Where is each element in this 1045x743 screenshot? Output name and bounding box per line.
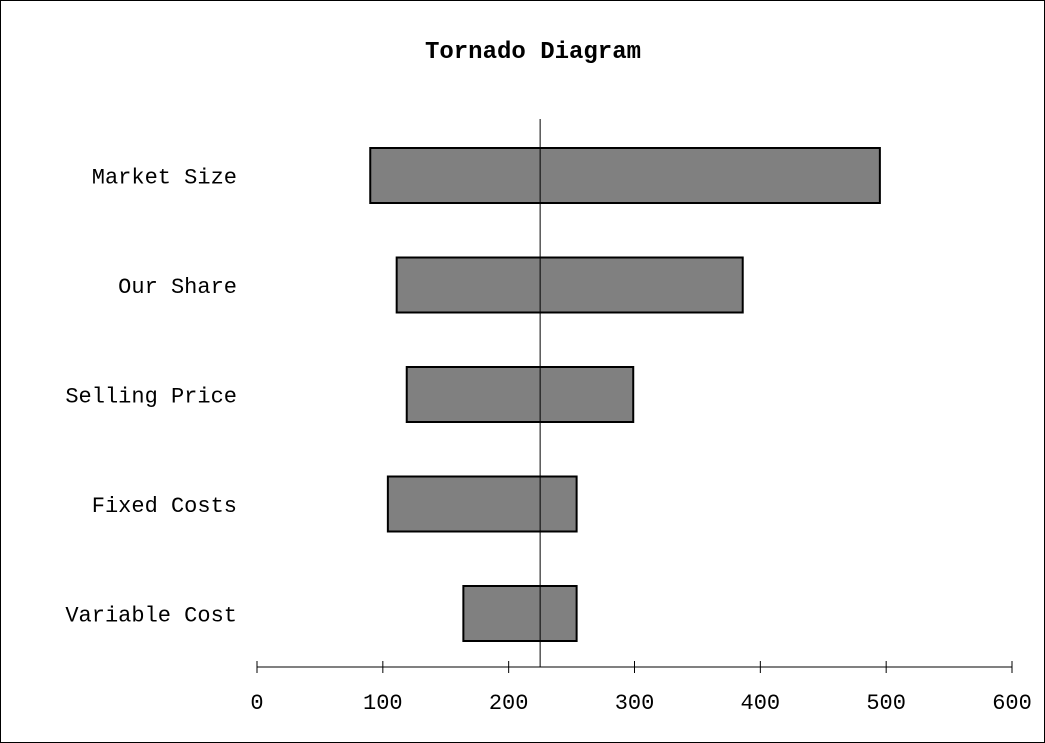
bar-market-size [369, 147, 881, 204]
bar-our-share [395, 256, 744, 314]
category-label: Our Share [118, 275, 237, 300]
category-label: Variable Cost [65, 604, 237, 629]
x-tick-label: 0 [250, 691, 263, 716]
bar-fixed-costs [386, 475, 578, 533]
x-tick-label: 600 [992, 691, 1032, 716]
category-label: Selling Price [65, 385, 237, 410]
category-labels: Market Size Our Share Selling Price Fixed C… [65, 166, 237, 629]
x-tick-label: 100 [363, 691, 403, 716]
bar-selling-price [405, 366, 635, 423]
x-tick-label: 200 [489, 691, 529, 716]
x-axis: 0 100 200 300 400 500 600 [250, 661, 1032, 716]
bars-group [369, 147, 881, 642]
bar-variable-cost [462, 585, 578, 642]
x-tick-label: 400 [741, 691, 781, 716]
x-tick-label: 300 [615, 691, 655, 716]
chart-title: Tornado Diagram [425, 39, 641, 66]
category-label: Fixed Costs [92, 494, 237, 519]
x-tick-label: 500 [866, 691, 906, 716]
category-label: Market Size [92, 166, 237, 191]
